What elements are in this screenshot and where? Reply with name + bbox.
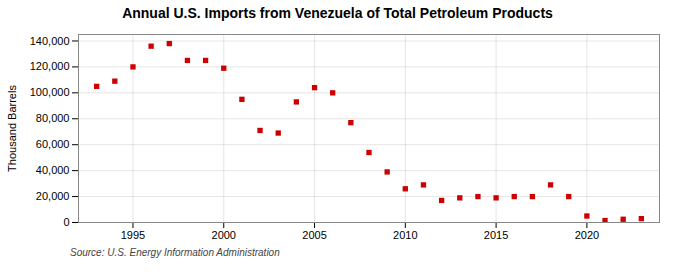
svg-text:1995: 1995: [121, 229, 145, 241]
svg-text:20,000: 20,000: [36, 190, 70, 202]
svg-text:2010: 2010: [393, 229, 417, 241]
html-text:Source: U.S. Energy Informatio: Source: U.S. Energy Information Administ…: [70, 247, 280, 258]
svg-text:100,000: 100,000: [30, 86, 70, 98]
html-text:Annual U.S. Imports from Venez: Annual U.S. Imports from Venezuela of To…: [122, 5, 553, 21]
svg-text:2015: 2015: [484, 229, 508, 241]
svg-text:2005: 2005: [302, 229, 326, 241]
svg-text:60,000: 60,000: [36, 138, 70, 150]
svg-text:80,000: 80,000: [36, 112, 70, 124]
svg-text:120,000: 120,000: [30, 60, 70, 72]
svg-text:2000: 2000: [212, 229, 236, 241]
svg-text:Thousand Barrels: Thousand Barrels: [6, 85, 18, 172]
svg-text:0: 0: [63, 216, 69, 228]
svg-text:2020: 2020: [575, 229, 599, 241]
svg-text:40,000: 40,000: [36, 164, 70, 176]
svg-text:140,000: 140,000: [30, 35, 70, 47]
